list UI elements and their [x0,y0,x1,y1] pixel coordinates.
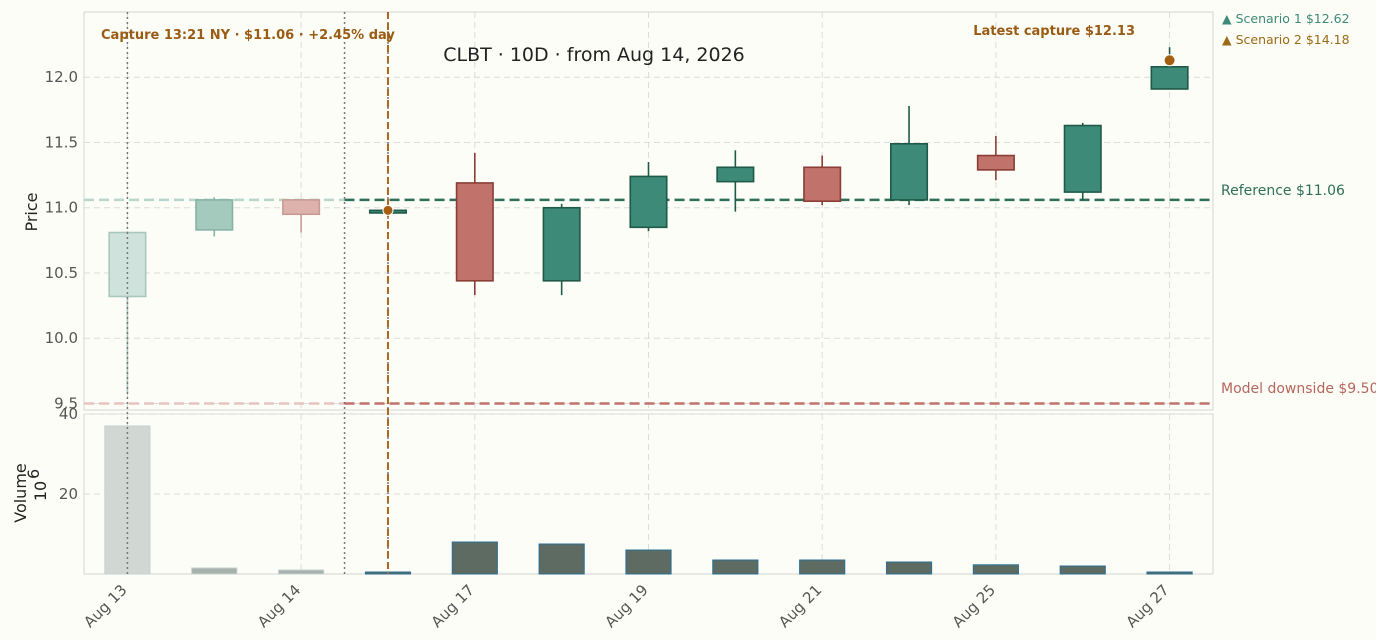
candle-body-10 [976,154,1015,171]
volume-axis-label: Volume [11,463,30,523]
latest-annotation: Latest capture $12.13 [973,24,1135,39]
latest-marker [1163,54,1176,67]
scenario-1-label: ▲ Scenario 1 $12.62 [1222,11,1350,26]
volume-tick-0: 20 [59,485,78,503]
candle-body-12 [1150,66,1189,90]
x-tick-2: Aug 17 [428,581,478,631]
price-tick-0: 9.5 [54,394,78,412]
capture-annotation: Capture 13:21 NY · $11.06 · +2.45% day [101,28,395,43]
price-tick-3: 11.0 [45,199,78,217]
volume-bar-5 [538,543,585,575]
x-tick-4: Aug 21 [775,581,825,631]
price-tick-2: 10.5 [45,264,78,282]
grid [84,12,1213,574]
price-tick-5: 12.0 [45,68,78,86]
volume-unit-base: 10 [31,481,50,501]
candle-body-8 [803,166,842,203]
candle-body-1 [195,199,234,231]
candle-body-7 [716,166,755,183]
candles [108,47,1189,394]
candle-body-11 [1063,124,1102,193]
volume-bars [104,425,1193,575]
candle-body-2 [282,199,321,216]
volume-bar-6 [625,549,672,575]
x-tick-1: Aug 14 [254,581,304,631]
x-tick-6: Aug 27 [1122,581,1172,631]
price-axis-label: Price [22,192,41,231]
candle-body-4 [455,182,494,282]
downside-label: Model downside $9.50 [1221,381,1376,397]
x-ticks: Aug 13 Aug 14 Aug 17 Aug 19 Aug 21 Aug 25 Aug … [80,581,1172,631]
x-tick-5: Aug 25 [949,581,999,631]
marker-lines [126,12,389,574]
reference-label: Reference $11.06 [1221,183,1345,199]
capture-marker [382,204,394,216]
candle-body-5 [542,206,581,282]
volume-bar-2 [278,569,325,575]
volume-bar-11 [1059,565,1106,575]
scenario-2-label: ▲ Scenario 2 $14.18 [1222,32,1350,47]
volume-bar-4 [451,541,498,575]
volume-bar-1 [191,567,238,575]
volume-bar-10 [972,564,1019,575]
volume-tick-1: 40 [59,405,78,423]
volume-bar-9 [885,561,933,575]
candle-body-6 [629,175,668,229]
volume-unit-exp: 6 [24,469,43,479]
price-tick-1: 10.0 [45,329,78,347]
price-tick-4: 11.5 [45,133,78,151]
price-ticks: 9.5 10.0 10.5 11.0 11.5 12.0 [45,68,78,412]
volume-unit: 10 6 [24,469,50,501]
volume-bar-7 [712,559,759,575]
volume-bar-12 [1146,571,1193,575]
volume-bar-8 [799,559,846,575]
x-tick-0: Aug 13 [80,581,130,631]
chart-title: CLBT · 10D · from Aug 14, 2026 [443,44,745,66]
markers [382,54,1176,216]
candle-body-9 [890,142,929,201]
volume-bar-0 [104,425,151,575]
x-tick-3: Aug 19 [601,581,651,631]
